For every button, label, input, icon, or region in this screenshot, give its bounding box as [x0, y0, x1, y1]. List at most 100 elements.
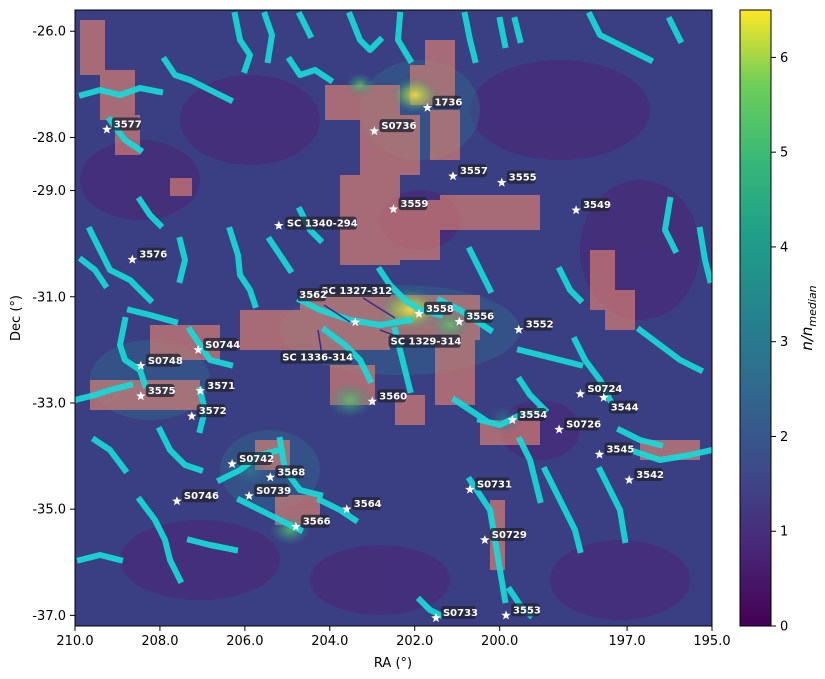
cluster-label-bg: [608, 400, 638, 414]
y-tick-label: -26.0: [32, 25, 66, 40]
cluster-star: [244, 490, 254, 500]
cluster-label: 3554: [519, 410, 547, 421]
y-axis: -26.0 -28.0 -29.0 -31.0 -33.0 -35.0 -37.0: [32, 25, 75, 624]
cluster-label-bg: [489, 527, 525, 541]
cluster-label: 3564: [354, 499, 382, 510]
cluster-star: [350, 317, 360, 327]
cluster-label-bg: [585, 381, 621, 395]
cluster-label-bg: [351, 497, 381, 511]
colorbar-tick-label: 2: [780, 430, 788, 445]
x-axis: 210.0 208.0 206.0 204.0 202.0 200.0 197.0 195.0: [56, 626, 731, 649]
cluster-label-bg: [464, 309, 494, 323]
x-tick-label: 200.0: [481, 634, 518, 649]
cluster-label-bg: [506, 170, 536, 184]
cluster-label-bg: [254, 483, 290, 497]
cluster-label: 3566: [303, 517, 331, 528]
cluster-star: [195, 385, 205, 395]
cluster-label-bg: [398, 197, 428, 211]
cluster-star: [193, 344, 203, 354]
cluster-label: 3542: [636, 470, 664, 481]
colorbar-tick-label: 4: [780, 240, 788, 255]
cluster-star: [501, 610, 511, 620]
cluster-label-bg: [511, 603, 540, 617]
cluster-star: [507, 415, 518, 424]
cluster-label: 3552: [526, 320, 554, 331]
cluster-label-bg: [377, 389, 407, 403]
cluster-star: [480, 535, 490, 544]
cluster-label-bg: [137, 247, 167, 261]
cluster-label: 3572: [199, 406, 227, 417]
cluster-star: [367, 396, 377, 406]
cluster-label-bg: [181, 489, 217, 503]
cluster-label-bg: [423, 301, 453, 315]
cluster-label-bg: [474, 477, 510, 491]
colorbar-tick-label: 5: [780, 146, 788, 161]
cluster-label: SC 1336-314: [282, 353, 353, 364]
cluster-star: [172, 496, 182, 506]
cluster-label-bg: [440, 606, 476, 620]
x-tick-label: 206.0: [226, 634, 263, 649]
y-tick-label: -28.0: [32, 131, 66, 146]
cluster-label: 3560: [379, 391, 407, 402]
colorbar: 0 1 2 3 4 5 6 n/nmedian: [739, 9, 819, 635]
cluster-star: [388, 204, 399, 214]
cluster-label: 3557: [460, 166, 488, 177]
cluster-label: S0748: [148, 356, 183, 367]
x-tick-label: 208.0: [141, 634, 178, 649]
cluster-label: S0742: [239, 454, 274, 465]
y-tick-label: -29.0: [32, 184, 66, 199]
cluster-label: S0733: [443, 608, 478, 619]
cluster-star: [454, 316, 465, 326]
cluster-label: 3571: [207, 381, 235, 392]
plot-frame: [74, 9, 713, 627]
cluster-star: [594, 449, 605, 459]
cluster-label-bg: [203, 337, 239, 351]
y-tick-label: -31.0: [32, 290, 66, 305]
cluster-label-bg: [111, 117, 141, 131]
cluster-star: [369, 126, 380, 136]
cluster-label-bg: [634, 467, 663, 481]
cluster-star: [291, 521, 301, 531]
cluster-star: [187, 411, 197, 421]
cluster-label: S0746: [184, 491, 219, 502]
colorbar-tick-label: 0: [780, 620, 788, 635]
cluster-star: [497, 177, 507, 187]
cluster-label-bg: [564, 417, 600, 431]
cluster-star: [136, 391, 146, 401]
cluster-label-bg: [145, 353, 181, 367]
cluster-label-bg: [432, 95, 462, 109]
cluster-label-bg: [319, 284, 392, 298]
cluster-star: [342, 504, 352, 514]
cluster-star: [599, 392, 609, 402]
cluster-label: 3544: [611, 403, 639, 414]
cluster-label: S0736: [381, 121, 416, 132]
cluster-label-bg: [196, 404, 226, 418]
x-axis-label: RA (°): [374, 656, 412, 671]
cluster-label: 3576: [139, 250, 167, 261]
cluster-label-bg: [604, 442, 634, 456]
cluster-label: 3568: [277, 467, 305, 478]
cluster-label: SC 1327-312: [321, 286, 392, 297]
cluster-label-bg: [237, 452, 273, 466]
cluster-star: [127, 254, 138, 264]
y-axis-label: Dec (°): [9, 295, 24, 341]
cluster-star: [227, 459, 237, 469]
cluster-label: 3559: [401, 199, 429, 210]
colorbar-ticks: 0 1 2 3 4 5 6: [771, 51, 788, 635]
cluster-label: S0726: [566, 420, 601, 431]
cluster-label-bg: [388, 334, 461, 348]
cluster-label-bg: [379, 119, 415, 133]
colorbar-gradient: [739, 9, 772, 627]
cluster-label: 3549: [583, 200, 611, 211]
colorbar-tick-label: 6: [780, 51, 788, 66]
cluster-label: 3562: [299, 290, 327, 301]
cluster-star: [422, 102, 433, 112]
cluster-star: [624, 475, 634, 484]
cluster-label-bg: [523, 317, 553, 331]
cluster-label: 3545: [606, 444, 634, 455]
cluster-label-bg: [300, 514, 330, 528]
cluster-label: S0744: [205, 340, 240, 351]
cluster-star: [274, 220, 284, 230]
cluster-label: 3575: [148, 386, 176, 397]
